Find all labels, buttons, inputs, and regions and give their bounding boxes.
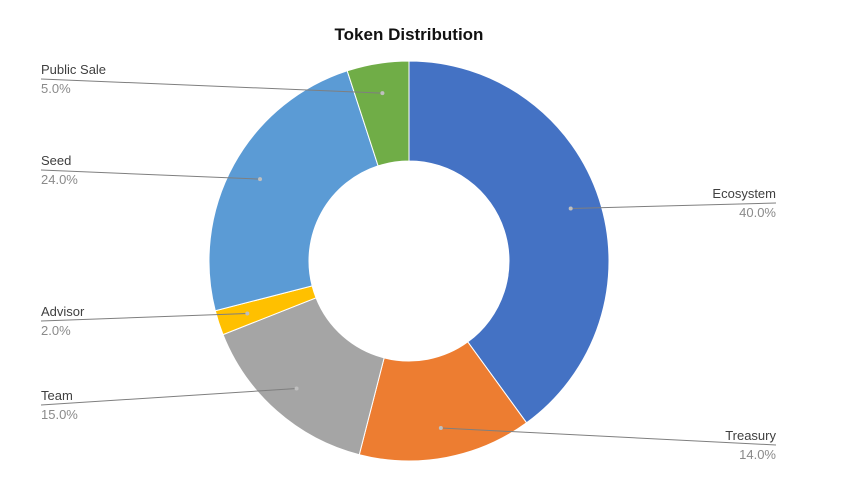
data-label-value-seed: 24.0% (41, 172, 78, 187)
data-label-name-seed: Seed (41, 153, 71, 168)
leader-line-public-sale (40, 78, 383, 94)
leader-line-advisor (40, 313, 248, 322)
slice-seed (208, 70, 379, 312)
chart-title: Token Distribution (335, 25, 484, 44)
leader-lines-group (40, 78, 777, 446)
data-label-value-team: 15.0% (41, 407, 78, 422)
leader-dot-advisor (245, 311, 250, 316)
leader-line-seed (40, 169, 261, 180)
data-label-name-ecosystem: Ecosystem (712, 186, 776, 201)
data-label-name-public-sale: Public Sale (41, 62, 106, 77)
data-label-name-advisor: Advisor (41, 304, 85, 319)
data-label-value-public-sale: 5.0% (41, 81, 71, 96)
data-label-name-treasury: Treasury (725, 428, 776, 443)
slice-public-sale (346, 60, 410, 167)
slice-ecosystem (408, 60, 610, 424)
leader-dot-ecosystem (568, 206, 573, 211)
leader-dot-public-sale (380, 91, 385, 96)
leader-line-team (40, 388, 297, 406)
slices-group (208, 60, 610, 462)
data-labels-group: Ecosystem 40.0% Treasury 14.0% Team 15.0% Advi… (41, 62, 776, 462)
data-label-value-ecosystem: 40.0% (739, 205, 776, 220)
leader-line-ecosystem (570, 202, 777, 209)
data-label-value-treasury: 14.0% (739, 447, 776, 462)
data-label-value-advisor: 2.0% (41, 323, 71, 338)
leader-line-treasury (440, 427, 777, 446)
leader-dot-seed (258, 177, 263, 182)
data-label-name-team: Team (41, 388, 73, 403)
leader-dot-team (294, 386, 299, 391)
leader-dot-treasury (438, 425, 443, 430)
